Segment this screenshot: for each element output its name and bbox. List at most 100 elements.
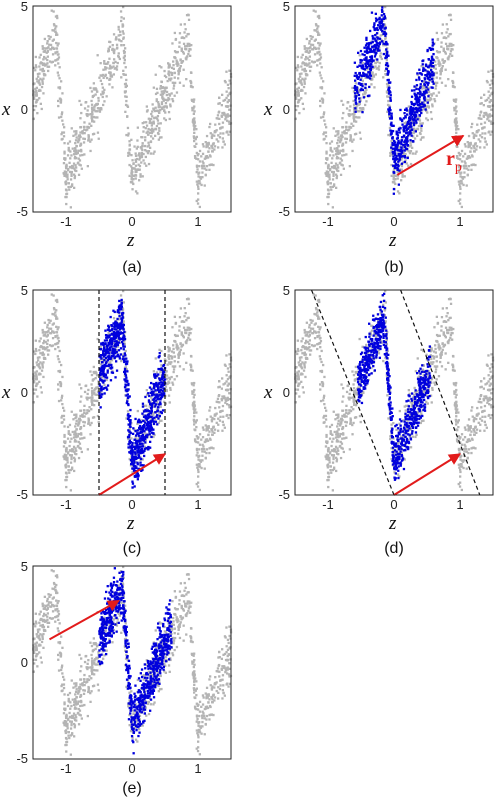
gray-point bbox=[59, 382, 63, 385]
gray-point bbox=[89, 433, 92, 436]
panel-c: 5 0 -5 -1 0 1 x z (c) bbox=[1, 283, 233, 557]
blue-points-c bbox=[98, 298, 167, 489]
gray-point bbox=[327, 202, 330, 206]
gray-point bbox=[320, 77, 323, 80]
gray-point bbox=[409, 150, 413, 153]
gray-point bbox=[140, 161, 143, 164]
blue-point bbox=[163, 378, 167, 381]
gray-point bbox=[137, 437, 140, 440]
gray-point bbox=[436, 56, 439, 60]
gray-point bbox=[94, 110, 97, 113]
gray-point bbox=[90, 390, 94, 393]
gray-point bbox=[68, 471, 71, 474]
gray-point bbox=[443, 50, 447, 54]
gray-point bbox=[300, 72, 303, 75]
gray-point bbox=[182, 352, 185, 355]
gray-point bbox=[179, 342, 182, 345]
gray-point bbox=[308, 40, 311, 43]
gray-point bbox=[168, 77, 171, 80]
gray-point bbox=[145, 124, 149, 127]
gray-point bbox=[317, 41, 320, 45]
gray-point bbox=[191, 369, 194, 372]
gray-point bbox=[427, 93, 430, 97]
gray-point bbox=[339, 149, 343, 152]
blue-point bbox=[126, 414, 129, 417]
gray-point bbox=[463, 176, 466, 179]
blue-point bbox=[145, 434, 148, 437]
gray-point bbox=[105, 378, 108, 382]
blue-point bbox=[354, 110, 357, 113]
gray-point bbox=[424, 106, 427, 109]
gray-point bbox=[131, 188, 134, 191]
gray-point bbox=[73, 450, 76, 453]
gray-point bbox=[160, 93, 164, 96]
blue-point bbox=[119, 347, 123, 350]
gray-point bbox=[41, 347, 45, 350]
blue-point bbox=[418, 106, 421, 110]
gray-point bbox=[339, 157, 342, 160]
gray-point bbox=[63, 453, 66, 456]
xlabel-a: z bbox=[126, 230, 135, 251]
blue-point bbox=[117, 349, 121, 352]
gray-point bbox=[162, 99, 165, 102]
blue-point bbox=[385, 56, 388, 59]
gray-point bbox=[206, 156, 210, 159]
gray-point bbox=[48, 37, 51, 41]
blue-point bbox=[368, 72, 371, 75]
gray-point bbox=[310, 43, 313, 46]
gray-point bbox=[130, 169, 133, 172]
blue-point bbox=[407, 122, 410, 125]
blue-point bbox=[379, 24, 382, 28]
gray-point bbox=[183, 320, 186, 323]
gray-point bbox=[86, 125, 89, 129]
blue-point bbox=[121, 325, 124, 328]
blue-point bbox=[120, 320, 123, 323]
gray-point bbox=[75, 419, 78, 422]
gray-point bbox=[77, 157, 80, 160]
gray-point bbox=[327, 170, 330, 174]
gray-point bbox=[228, 363, 231, 366]
blue-point bbox=[123, 360, 126, 364]
gray-point bbox=[221, 409, 224, 412]
blue-point bbox=[403, 145, 406, 148]
gray-point bbox=[174, 340, 177, 343]
gray-point bbox=[113, 58, 116, 61]
gray-point bbox=[218, 122, 221, 126]
gray-point bbox=[185, 298, 189, 301]
blue-point bbox=[413, 85, 416, 88]
blue-point bbox=[100, 389, 103, 392]
blue-point bbox=[413, 89, 416, 92]
gray-point bbox=[418, 117, 421, 120]
gray-point bbox=[358, 131, 362, 134]
gray-point bbox=[226, 119, 229, 122]
blue-point bbox=[141, 433, 145, 436]
blue-point bbox=[374, 48, 377, 51]
gray-point bbox=[89, 423, 92, 427]
gray-point bbox=[130, 176, 133, 179]
blue-point bbox=[152, 432, 155, 435]
gray-point bbox=[303, 45, 306, 48]
gray-point bbox=[72, 418, 75, 421]
gray-point bbox=[111, 47, 114, 50]
blue-point bbox=[143, 447, 147, 451]
gray-point bbox=[413, 137, 417, 140]
blue-point bbox=[140, 451, 144, 454]
gray-point bbox=[70, 467, 74, 471]
gray-point bbox=[101, 376, 105, 379]
blue-point bbox=[135, 439, 138, 443]
gray-point bbox=[81, 437, 84, 440]
gray-point bbox=[32, 379, 36, 383]
panel-d: 5 0 -5 -1 0 1 x z (d) bbox=[263, 283, 495, 557]
blue-point bbox=[364, 62, 367, 65]
gray-point bbox=[57, 56, 61, 59]
gray-point bbox=[427, 90, 431, 94]
gray-point bbox=[158, 129, 161, 132]
gray-point bbox=[386, 110, 389, 113]
gray-point bbox=[190, 85, 193, 88]
gray-point bbox=[175, 375, 179, 378]
gray-point bbox=[67, 432, 70, 435]
blue-point bbox=[110, 324, 113, 327]
gray-point bbox=[316, 15, 320, 18]
blue-point bbox=[150, 435, 153, 439]
gray-point bbox=[109, 64, 112, 67]
